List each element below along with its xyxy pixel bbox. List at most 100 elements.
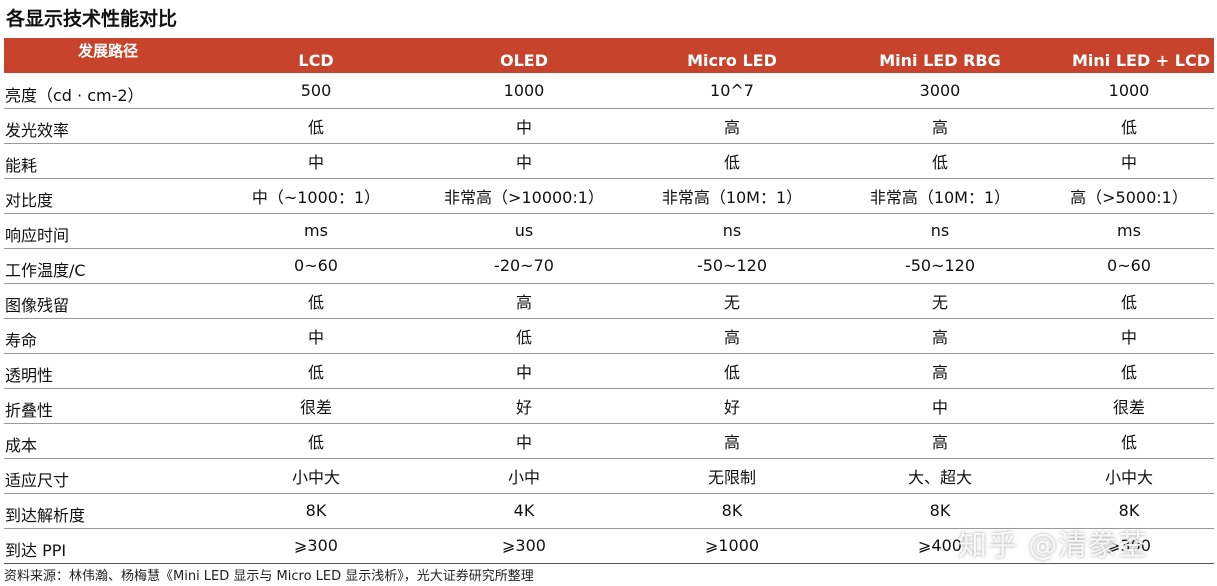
table-row: 成本 低 中 高 高 低 [4,423,1214,459]
table-row: 亮度（cd · cm-2） 500 1000 10^7 3000 1000 [4,73,1214,109]
table-cell: 中（~1000：1） [212,178,420,214]
table-cell: 低 [1044,283,1214,319]
row-label: 工作温度/C [4,248,212,284]
row-label: 适应尺寸 [4,458,212,494]
table-cell: 低 [628,143,836,179]
table-cell: 高（>5000:1） [1044,178,1214,214]
table-row: 适应尺寸 小中大 小中 无限制 大、超大 小中大 [4,458,1214,494]
table-cell: 低 [420,318,628,354]
table-cell: 高 [836,318,1044,354]
page-title: 各显示技术性能对比 [6,8,178,30]
table-row: 对比度 中（~1000：1） 非常高（>10000:1） 非常高（10M：1） … [4,178,1214,214]
table-cell: 低 [212,353,420,389]
table-cell: -50~120 [628,248,836,284]
table-cell: 10^7 [628,73,836,109]
table-row: 图像残留 低 高 无 无 低 [4,283,1214,319]
table-cell: 8K [836,493,1044,529]
source-note: 资料来源：林伟瀚、杨梅慧《Mini LED 显示与 Micro LED 显示浅析… [4,569,534,584]
row-label: 对比度 [4,178,212,214]
table-cell: us [420,213,628,249]
table-row: 透明性 低 中 低 高 低 [4,353,1214,389]
column-header: Mini LED RBG [879,51,1001,70]
table-cell: 高 [836,353,1044,389]
table-cell: 低 [836,143,1044,179]
table-row: 能耗 中 中 低 低 中 [4,143,1214,179]
table-cell: 高 [836,423,1044,459]
row-label: 折叠性 [4,388,212,424]
table-row: 折叠性 很差 好 好 中 很差 [4,388,1214,424]
table-cell: 8K [628,493,836,529]
table-cell: ⩾300 [1044,528,1214,564]
table-cell: 好 [420,388,628,424]
table-cell: 500 [212,73,420,109]
table-cell: 中 [212,143,420,179]
table-cell: ms [1044,213,1214,249]
row-label: 到达解析度 [4,493,212,529]
table-cell: 1000 [1044,73,1214,109]
row-label: 透明性 [4,353,212,389]
comparison-table: 发展路径 LCD OLED Micro LED Mini LED RBG Min… [4,38,1214,564]
table-cell: 低 [212,423,420,459]
table-row: 响应时间 ms us ns ns ms [4,213,1214,249]
table-cell: 高 [628,108,836,144]
table-cell: ⩾400 [836,528,1044,564]
table-cell: 非常高（>10000:1） [420,178,628,214]
table-row: 到达解析度 8K 4K 8K 8K 8K [4,493,1214,529]
table-cell: 非常高（10M：1） [836,178,1044,214]
table-cell: 0~60 [1044,248,1214,284]
table-cell: 中 [420,353,628,389]
table-cell: 无 [628,283,836,319]
table-cell: -20~70 [420,248,628,284]
table-cell: ⩾300 [420,528,628,564]
table-cell: 中 [836,388,1044,424]
column-header: OLED [499,51,548,70]
table-row: 工作温度/C 0~60 -20~70 -50~120 -50~120 0~60 [4,248,1214,284]
table-row: 到达 PPI ⩾300 ⩾300 ⩾1000 ⩾400 ⩾300 [4,528,1214,564]
table-cell: 小中大 [1044,458,1214,494]
table-row: 发光效率 低 中 高 高 低 [4,108,1214,144]
table-cell: 小中 [420,458,628,494]
table-cell: ⩾300 [212,528,420,564]
table-cell: 8K [1044,493,1214,529]
table-cell: 1000 [420,73,628,109]
row-label: 能耗 [4,143,212,179]
table-cell: 好 [628,388,836,424]
table-cell: 中 [1044,318,1214,354]
table-cell: ns [836,213,1044,249]
table-cell: 4K [420,493,628,529]
row-label: 亮度（cd · cm-2） [4,73,212,109]
column-header: Micro LED [687,51,777,70]
table-cell: -50~120 [836,248,1044,284]
row-label: 发光效率 [4,108,212,144]
table-cell: ms [212,213,420,249]
row-label: 到达 PPI [4,528,212,564]
table-cell: 低 [212,283,420,319]
row-label: 寿命 [4,318,212,354]
table-cell: 低 [1044,108,1214,144]
table-cell: 高 [420,283,628,319]
table-cell: 中 [1044,143,1214,179]
table-cell: 中 [420,423,628,459]
table-cell: ns [628,213,836,249]
table-cell: 低 [1044,353,1214,389]
table-cell: 高 [628,318,836,354]
table-cell: 低 [628,353,836,389]
table-cell: 无限制 [628,458,836,494]
table-header-row: 发展路径 LCD OLED Micro LED Mini LED RBG Min… [4,38,1214,73]
table-cell: 0~60 [212,248,420,284]
column-header: LCD [298,51,334,70]
table-cell: 很差 [1044,388,1214,424]
table-cell: 3000 [836,73,1044,109]
row-label: 图像残留 [4,283,212,319]
table-cell: 大、超大 [836,458,1044,494]
table-cell: 中 [212,318,420,354]
row-label: 响应时间 [4,213,212,249]
table-cell: 低 [212,108,420,144]
column-header: 发展路径 [77,42,138,60]
table-cell: 低 [1044,423,1214,459]
table-cell: 高 [836,108,1044,144]
table-cell: 中 [420,143,628,179]
table-cell: ⩾1000 [628,528,836,564]
table-row: 寿命 中 低 高 高 中 [4,318,1214,354]
row-label: 成本 [4,423,212,459]
